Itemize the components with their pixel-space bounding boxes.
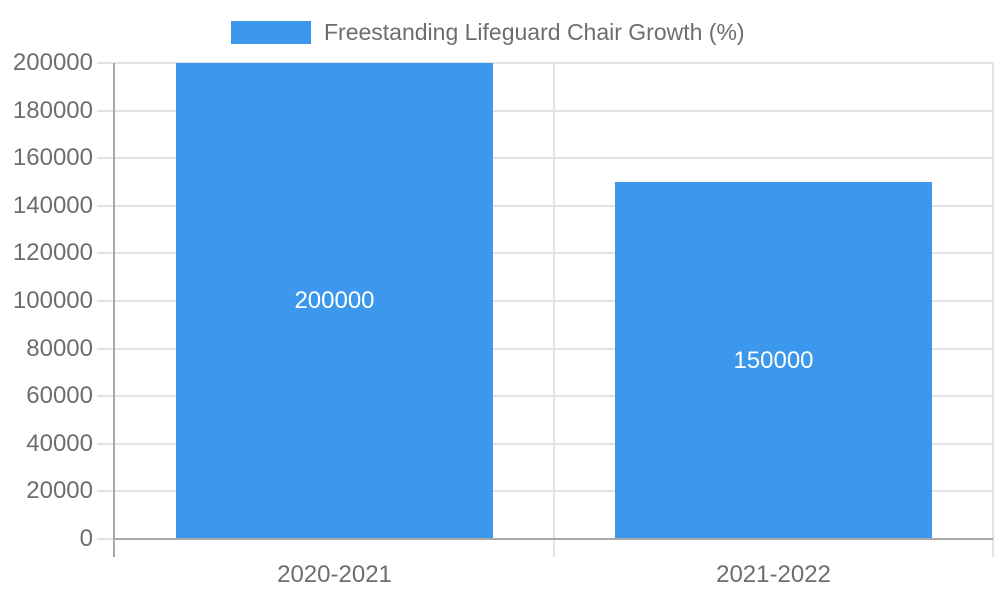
x-axis-line <box>113 538 993 540</box>
y-gridline <box>97 347 993 350</box>
bar-value-label: 200000 <box>294 287 375 314</box>
y-tick-label: 0 <box>79 525 93 552</box>
y-tick-label: 160000 <box>12 144 93 172</box>
y-gridline <box>97 204 993 207</box>
legend: Freestanding Lifeguard Chair Growth (%) <box>231 19 745 45</box>
y-tick-label: 120000 <box>12 239 93 267</box>
y-tick-label: 200000 <box>12 49 93 76</box>
y-gridline <box>97 252 993 255</box>
y-tick-label: 20000 <box>26 477 93 505</box>
x-tick-label: 2020-2021 <box>277 561 392 588</box>
y-gridline <box>97 157 993 160</box>
y-gridline <box>97 109 993 112</box>
y-axis-line <box>113 63 115 557</box>
category-boundary-gridline <box>992 63 994 557</box>
y-tick-label: 60000 <box>26 382 93 410</box>
bar: 200000 <box>176 63 493 539</box>
y-tick-label: 140000 <box>12 191 93 219</box>
y-tick-label: 100000 <box>12 287 93 314</box>
legend-label: Freestanding Lifeguard Chair Growth (%) <box>324 19 745 45</box>
y-tick-label: 180000 <box>12 96 93 124</box>
y-tick-label: 80000 <box>26 334 93 362</box>
y-gridline <box>97 490 993 493</box>
y-gridline <box>97 300 993 302</box>
bar: 150000 <box>615 182 932 539</box>
y-tick-label: 40000 <box>26 429 93 457</box>
bar-value-label: 150000 <box>733 346 814 374</box>
category-boundary-gridline <box>553 63 555 557</box>
legend-swatch <box>231 20 311 44</box>
y-gridline <box>97 62 993 64</box>
x-tick-label: 2021-2022 <box>716 561 831 588</box>
y-gridline <box>97 442 993 445</box>
y-gridline <box>97 395 993 398</box>
